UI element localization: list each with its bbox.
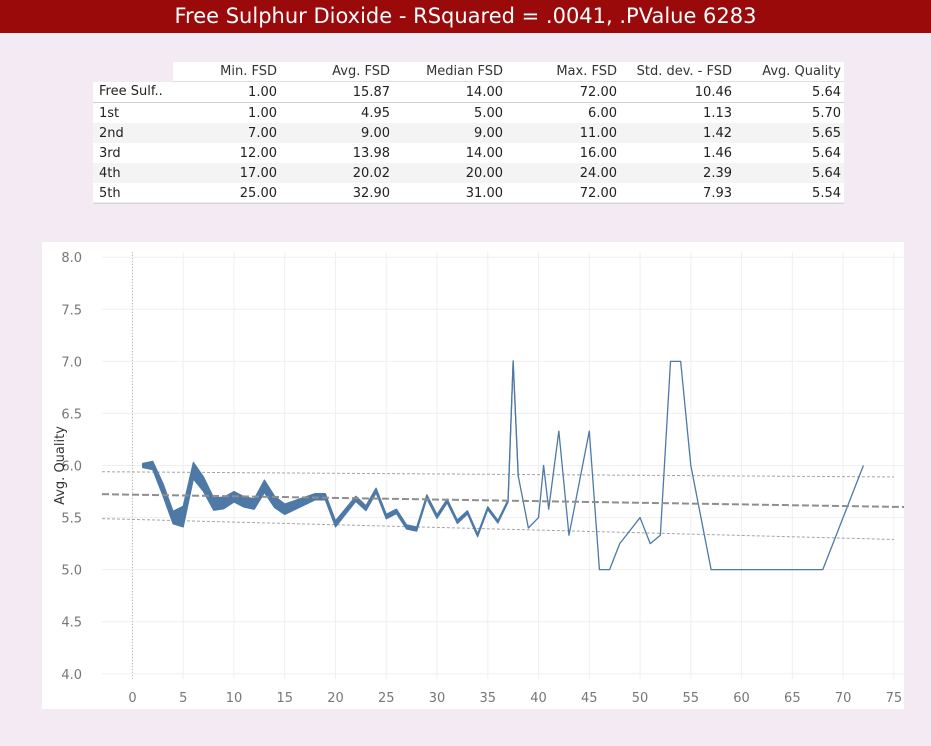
x-tick-label: 70 [835, 691, 852, 706]
series-line[interactable] [142, 360, 864, 571]
table-cell: 7.93 [620, 183, 735, 204]
x-tick-label: 50 [632, 691, 649, 706]
table-cell: 32.90 [280, 183, 393, 204]
table-row: 3rd 12.00 13.98 14.00 16.00 1.46 5.64 [93, 143, 844, 163]
chart-panel: 0 5 10 15 20 25 30 35 40 45 50 55 60 65 70 75 4.0 4.5 5.0 5… [42, 242, 904, 709]
table-header-row: Min. FSD Avg. FSD Median FSD Max. FSD St… [93, 62, 844, 82]
x-tick-label: 20 [327, 691, 344, 706]
row-label[interactable]: 1st [99, 105, 120, 121]
column-header[interactable]: Max. FSD [506, 62, 620, 82]
confidence-band-upper [101, 471, 894, 478]
table-cell: 5.70 [812, 105, 841, 121]
table-cell: 20.00 [393, 163, 506, 183]
y-tick-label: 7.5 [61, 303, 82, 318]
table-cell: 1.13 [703, 105, 732, 121]
table-corner [93, 62, 173, 82]
x-tick-label: 25 [378, 691, 395, 706]
table-cell: 1.00 [248, 105, 277, 121]
x-tick-label: 65 [784, 691, 801, 706]
table-cell: 2.39 [620, 163, 735, 183]
table-cell: 15.87 [280, 81, 393, 103]
quality-line-chart[interactable]: 0 5 10 15 20 25 30 35 40 45 50 55 60 65 70 75 4.0 4.5 5.0 5… [42, 242, 904, 709]
table-cell: 1.00 [173, 81, 280, 103]
table-cell: 9.00 [393, 123, 506, 143]
y-tick-label: 6.0 [61, 460, 82, 475]
x-tick-label: 30 [429, 691, 446, 706]
row-label[interactable]: 2nd [93, 123, 173, 143]
table-cell: 17.00 [173, 163, 280, 183]
table-cell: 9.00 [280, 123, 393, 143]
x-tick-label: 75 [886, 691, 903, 706]
y-axis-label: Avg. Quality [53, 426, 68, 505]
table-row: 2nd 7.00 9.00 9.00 11.00 1.42 5.65 [93, 123, 844, 143]
page-title: Free Sulphur Dioxide - RSquared = .0041,… [0, 0, 931, 33]
row-label[interactable]: 5th [93, 183, 173, 204]
table-cell: 1.42 [620, 123, 735, 143]
x-tick-label: 60 [733, 691, 750, 706]
column-header[interactable]: Median FSD [393, 62, 506, 82]
table-cell: 4.95 [361, 105, 390, 121]
x-tick-label: 5 [179, 691, 187, 706]
table-cell: 11.00 [506, 123, 620, 143]
y-tick-label: 4.5 [61, 616, 82, 631]
y-tick-label: 6.5 [61, 407, 82, 422]
x-tick-label: 10 [226, 691, 243, 706]
y-tick-label: 4.0 [61, 668, 82, 683]
y-tick-label: 5.5 [61, 512, 82, 527]
table-cell: 14.00 [393, 81, 506, 103]
y-tick-label: 5.0 [61, 564, 82, 579]
table-cell: 72.00 [506, 81, 620, 103]
column-header[interactable]: Std. dev. - FSD [620, 62, 735, 82]
table-cell: 12.00 [239, 145, 277, 161]
table-cell: 72.00 [506, 183, 620, 204]
table-cell: 20.02 [280, 163, 393, 183]
row-label[interactable]: 3rd [99, 145, 121, 161]
y-tick-label: 7.0 [61, 355, 82, 370]
table-cell: 10.46 [620, 81, 735, 103]
table-cell: 6.00 [588, 105, 617, 121]
y-tick-label: 8.0 [61, 251, 82, 266]
x-tick-label: 40 [530, 691, 547, 706]
table-cell: 14.00 [465, 145, 503, 161]
x-tick-label: 15 [276, 691, 293, 706]
table-cell: 1.46 [703, 145, 732, 161]
table-cell: 5.64 [735, 81, 844, 103]
column-header[interactable]: Avg. Quality [735, 62, 844, 82]
table-row: Free Sulf.. 1.00 15.87 14.00 72.00 10.46 5.64 [93, 81, 844, 103]
row-label[interactable]: Free Sulf.. [93, 81, 173, 103]
x-tick-label: 35 [479, 691, 496, 706]
table-row: 5th 25.00 32.90 31.00 72.00 7.93 5.54 [93, 183, 844, 204]
table-row: 4th 17.00 20.02 20.00 24.00 2.39 5.64 [93, 163, 844, 183]
table-cell: 5.54 [735, 183, 844, 204]
table-cell: 7.00 [173, 123, 280, 143]
x-tick-label: 0 [128, 691, 136, 706]
x-tick-label: 55 [683, 691, 700, 706]
confidence-band-lower [101, 518, 894, 540]
x-tick-label: 45 [581, 691, 598, 706]
trend-line[interactable] [101, 493, 904, 509]
summary-table: Min. FSD Avg. FSD Median FSD Max. FSD St… [93, 62, 844, 204]
summary-table-panel: Min. FSD Avg. FSD Median FSD Max. FSD St… [93, 62, 844, 204]
table-cell: 5.65 [735, 123, 844, 143]
table-cell: 13.98 [352, 145, 390, 161]
table-cell: 31.00 [393, 183, 506, 204]
table-cell: 5.64 [812, 145, 841, 161]
row-label[interactable]: 4th [93, 163, 173, 183]
table-cell: 5.00 [474, 105, 503, 121]
column-header[interactable]: Avg. FSD [280, 62, 393, 82]
column-header[interactable]: Min. FSD [173, 62, 280, 82]
table-row: 1st 1.00 4.95 5.00 6.00 1.13 5.70 [93, 103, 844, 124]
table-cell: 24.00 [506, 163, 620, 183]
table-cell: 25.00 [173, 183, 280, 204]
table-cell: 5.64 [735, 163, 844, 183]
table-cell: 16.00 [579, 145, 617, 161]
